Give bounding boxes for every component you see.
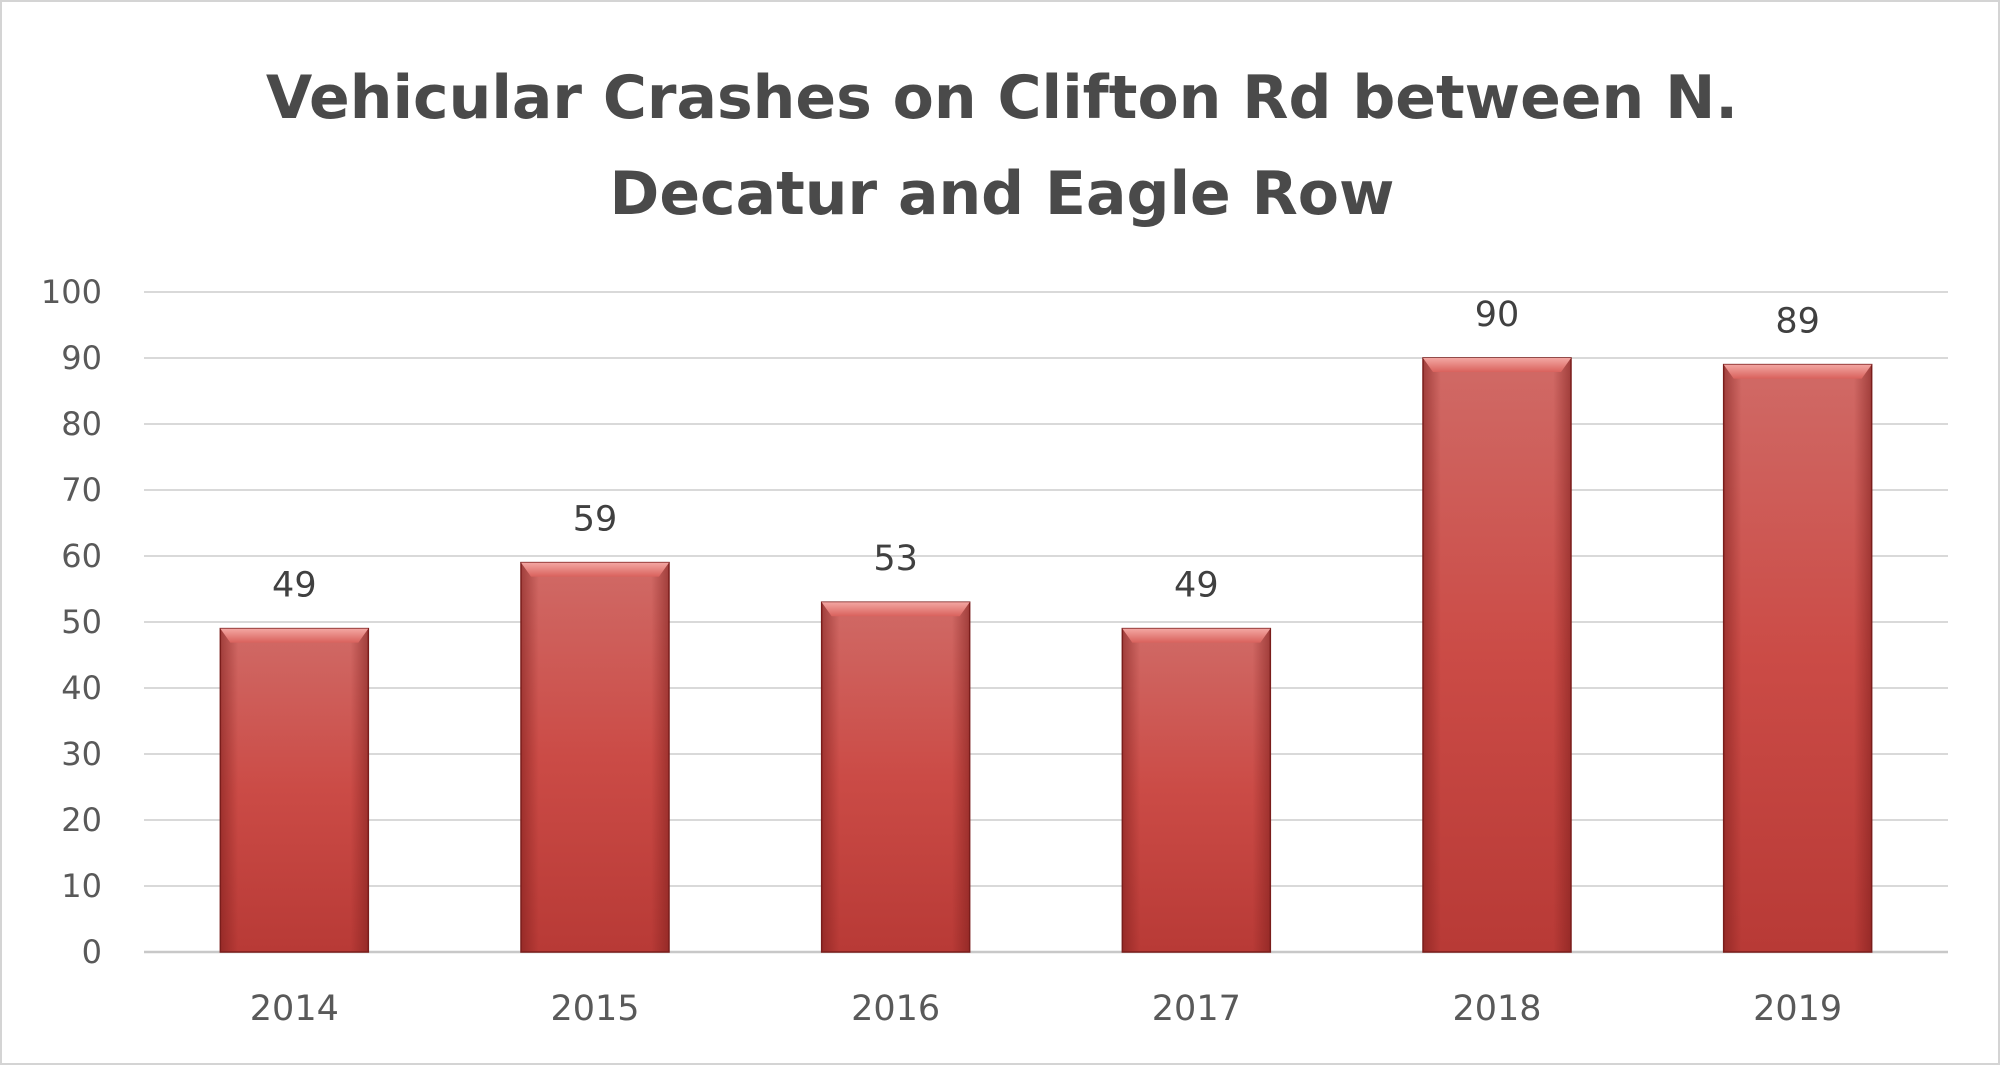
y-tick-label: 100 xyxy=(41,273,102,311)
data-label: 53 xyxy=(873,539,918,579)
x-tick-label: 2017 xyxy=(1152,989,1241,1029)
data-label: 59 xyxy=(573,500,618,540)
y-tick-label: 70 xyxy=(61,471,102,509)
y-tick-label: 20 xyxy=(61,801,102,839)
chart-title: Vehicular Crashes on Clifton Rd between … xyxy=(265,63,1739,229)
bar-2016 xyxy=(820,601,971,953)
bar-bevel-sides xyxy=(821,602,970,952)
bar-bevel-top xyxy=(220,628,369,643)
bar-2014 xyxy=(219,627,370,953)
data-label: 49 xyxy=(1174,566,1219,606)
x-tick-label: 2014 xyxy=(250,989,339,1029)
y-tick-label: 90 xyxy=(61,339,102,377)
bar-bevel-top xyxy=(1723,364,1872,379)
data-label: 89 xyxy=(1775,302,1820,342)
y-tick-label: 80 xyxy=(61,405,102,443)
gridlines xyxy=(144,291,1948,954)
x-tick-label: 2016 xyxy=(851,989,940,1029)
bar-2019 xyxy=(1722,363,1873,953)
y-tick-label: 10 xyxy=(61,867,102,905)
bar-2017 xyxy=(1121,627,1272,953)
bar-bevel-top xyxy=(821,602,970,617)
x-tick-label: 2019 xyxy=(1753,989,1842,1029)
y-tick-label: 60 xyxy=(61,537,102,575)
y-tick-label: 50 xyxy=(61,603,102,641)
bar-bevel-sides xyxy=(1122,628,1271,952)
data-label: 49 xyxy=(272,566,317,606)
bar-bevel-sides xyxy=(1423,358,1571,952)
y-axis-ticks: 0 10 20 30 40 50 60 70 80 90 100 xyxy=(41,273,102,971)
x-tick-label: 2015 xyxy=(550,989,639,1029)
bar-2015 xyxy=(520,561,670,953)
bar-bevel-top xyxy=(1122,628,1271,643)
bar-bevel-sides xyxy=(521,562,669,952)
bars xyxy=(219,357,1873,953)
bar-2018 xyxy=(1422,357,1572,953)
bar-bevel-sides xyxy=(220,628,369,952)
y-tick-label: 40 xyxy=(61,669,102,707)
data-label: 90 xyxy=(1475,295,1520,335)
bar-bevel-top xyxy=(521,562,669,577)
y-tick-label: 30 xyxy=(61,735,102,773)
y-tick-label: 0 xyxy=(82,933,102,971)
x-tick-label: 2018 xyxy=(1452,989,1541,1029)
bar-bevel-top xyxy=(1423,358,1571,372)
bar-bevel-sides xyxy=(1723,364,1872,953)
x-axis-ticks: 2014 2015 2016 2017 2018 2019 xyxy=(250,989,1842,1029)
data-labels: 49 59 53 49 90 89 xyxy=(272,295,1820,606)
